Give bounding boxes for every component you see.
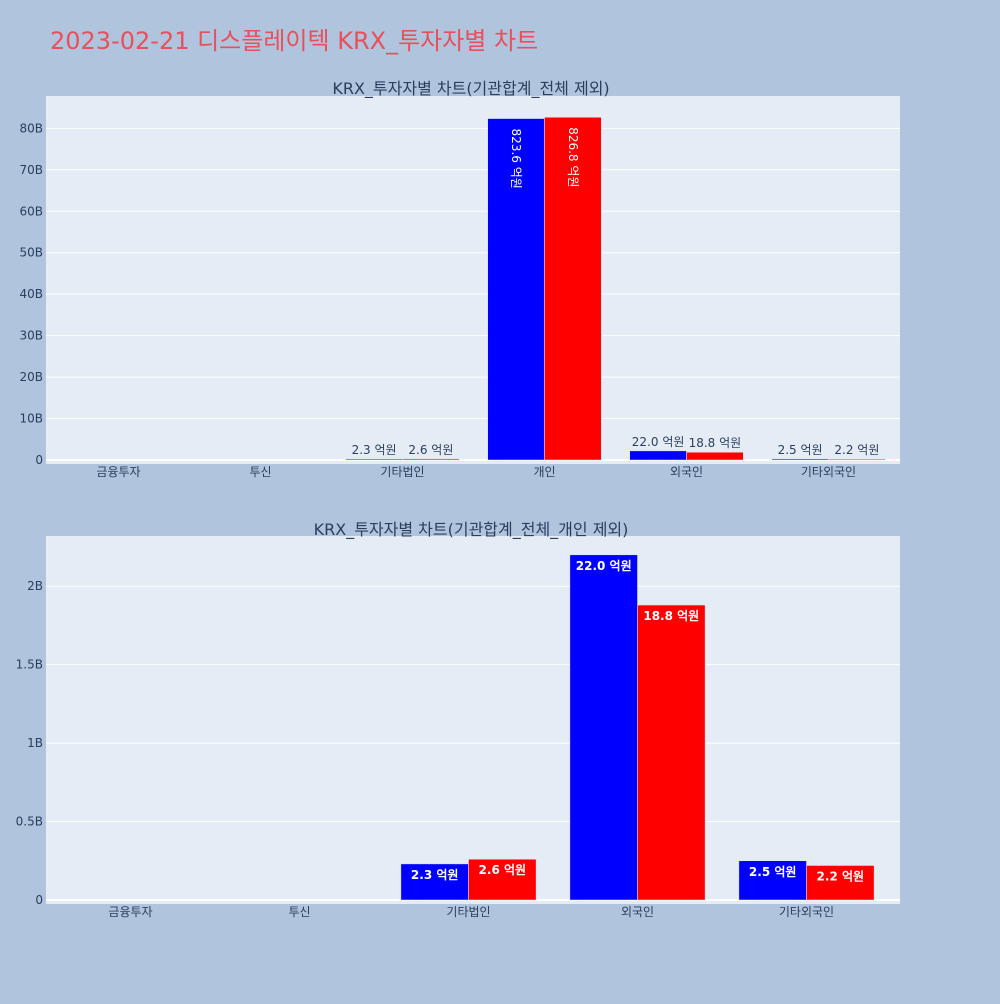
bar-data-label: 22.0 억원 <box>632 435 685 449</box>
bar-sell <box>828 458 886 461</box>
chart-bottom: 0 0.5B 1B 1.5B 2B KRX_투자자별 차트(기관합계_전체_개인 제외) 금… <box>16 520 900 919</box>
y-tick-label: 0.5B <box>16 815 43 829</box>
plot-area <box>46 96 900 464</box>
bar-sell <box>402 458 460 461</box>
bar-data-label: 18.8 억원 <box>689 436 742 450</box>
x-tick-label: 금융투자 <box>96 465 140 479</box>
bar-buy <box>629 450 687 461</box>
y-tick-label: 60B <box>19 204 43 218</box>
y-tick-label: 0 <box>35 453 43 467</box>
bar-sell <box>544 116 602 461</box>
bar-sell <box>686 451 744 461</box>
y-tick-label: 20B <box>19 370 43 384</box>
x-tick-label: 기타법인 <box>446 905 490 919</box>
chart-top: 0 10B 20B 30B 40B 50B 60B 70B 80B KRX_투자자별 차트(기관합… <box>19 79 900 479</box>
bar-data-label: 2.6 억원 <box>408 443 453 457</box>
y-tick-label: 50B <box>19 246 43 260</box>
x-tick-label: 외국인 <box>670 465 703 479</box>
x-tick-label: 금융투자 <box>108 905 152 919</box>
chart-title: KRX_투자자별 차트(기관합계_전체_개인 제외) <box>314 520 629 540</box>
x-tick-label: 외국인 <box>621 905 654 919</box>
bar-buy <box>400 863 469 901</box>
bar-sell <box>806 865 875 901</box>
bar-sell <box>468 858 537 901</box>
y-tick-label: 2B <box>27 579 43 593</box>
x-tick-label: 기타외국인 <box>779 905 834 919</box>
page-title: 2023-02-21 디스플레이텍 KRX_투자자별 차트 <box>50 27 538 55</box>
bar-data-label: 2.5 억원 <box>778 443 823 457</box>
bar-sell <box>637 604 706 901</box>
y-tick-label: 10B <box>19 412 43 426</box>
bar-data-label: 2.2 억원 <box>834 443 879 457</box>
bar-data-label: 2.6 억원 <box>479 863 527 877</box>
bar-data-label: 2.3 억원 <box>411 868 459 882</box>
bar-buy <box>738 860 807 901</box>
y-tick-label: 30B <box>19 329 43 343</box>
y-tick-label: 70B <box>19 163 43 177</box>
x-tick-label: 투신 <box>288 905 310 919</box>
bar-buy <box>569 554 638 901</box>
y-tick-label: 0 <box>35 893 43 907</box>
bar-buy <box>771 458 829 461</box>
bar-data-label: 826.8 억원 <box>566 127 580 187</box>
bar-data-label: 823.6 억원 <box>509 129 523 189</box>
bar-data-label: 18.8 억원 <box>643 609 699 623</box>
plot-area <box>46 536 900 904</box>
bar-buy <box>345 458 403 461</box>
bar-data-label: 22.0 억원 <box>576 559 632 573</box>
bar-data-label: 2.5 억원 <box>749 865 797 879</box>
bar-data-label: 2.3 억원 <box>352 443 397 457</box>
y-tick-label: 80B <box>19 121 43 135</box>
y-tick-label: 1.5B <box>16 658 43 672</box>
y-tick-label: 1B <box>27 736 43 750</box>
x-tick-label: 투신 <box>249 465 271 479</box>
x-tick-label: 기타외국인 <box>801 465 856 479</box>
x-tick-label: 기타법인 <box>380 465 424 479</box>
x-tick-label: 개인 <box>533 465 555 479</box>
y-tick-label: 40B <box>19 287 43 301</box>
chart-title: KRX_투자자별 차트(기관합계_전체 제외) <box>332 79 609 99</box>
bar-data-label: 2.2 억원 <box>817 869 865 883</box>
